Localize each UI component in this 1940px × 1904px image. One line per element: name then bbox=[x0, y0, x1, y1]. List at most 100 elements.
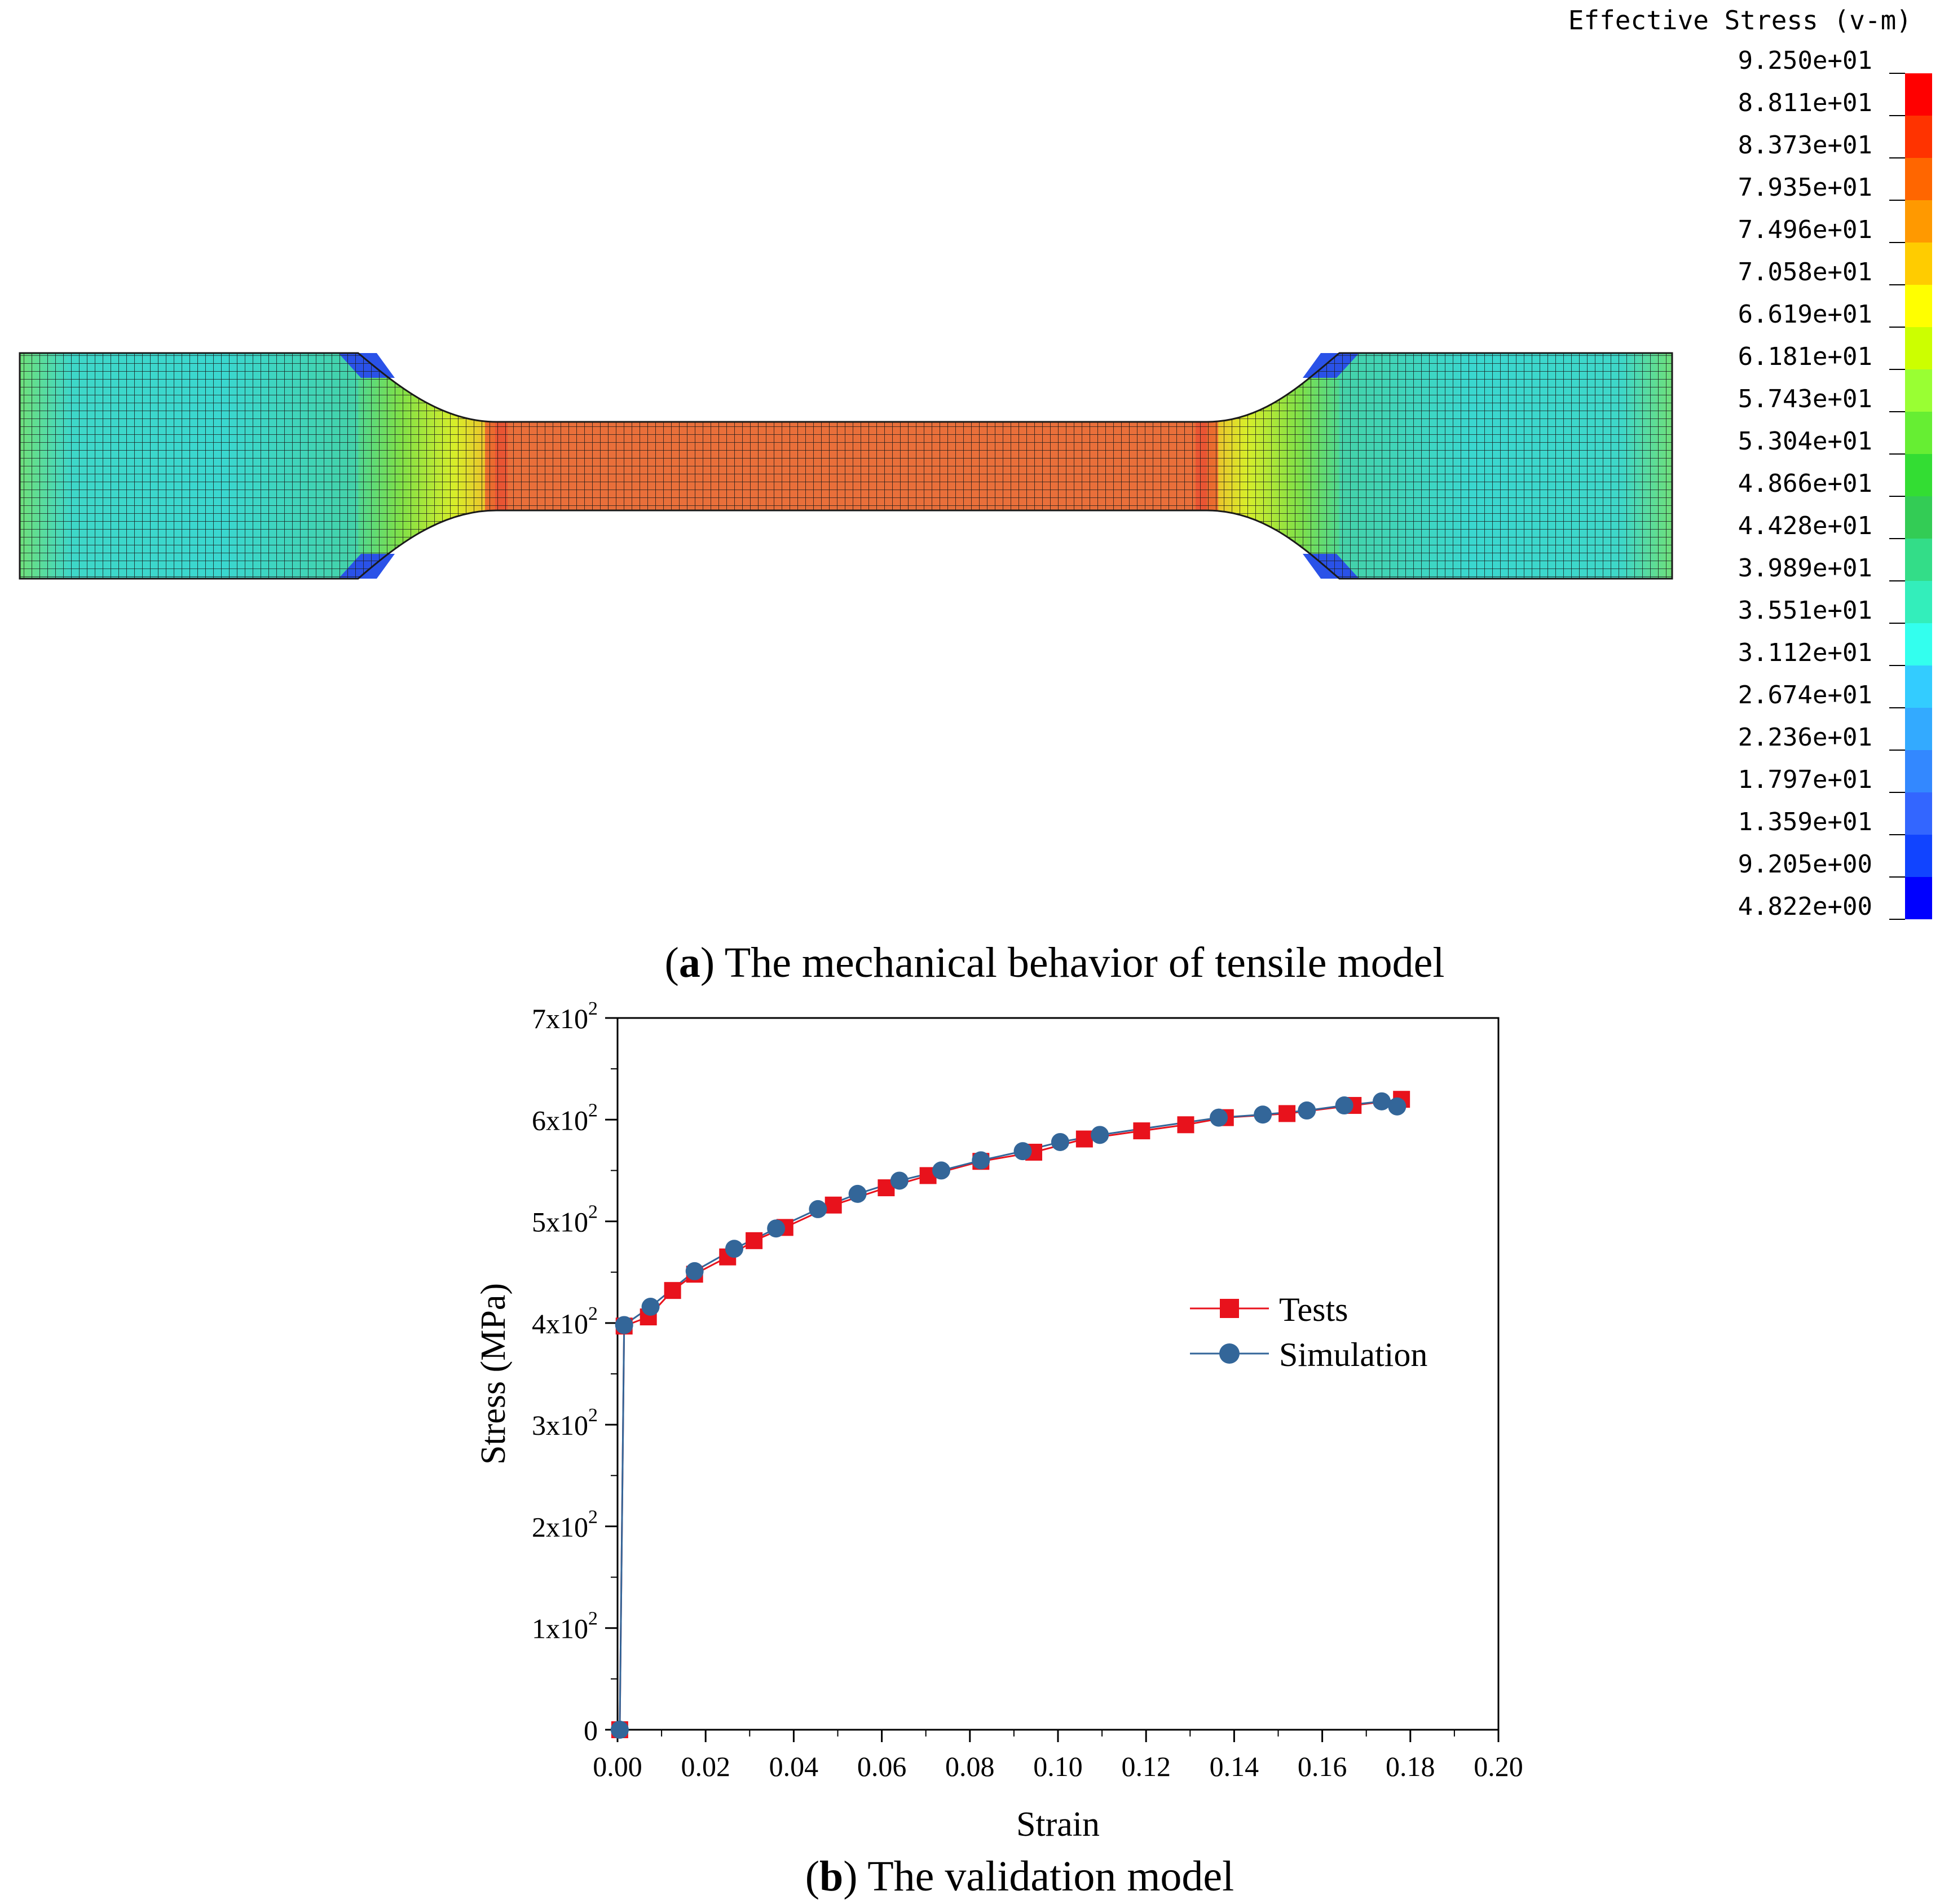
x-tick-label: 0.10 bbox=[1033, 1751, 1083, 1782]
simulation-point bbox=[767, 1219, 786, 1238]
legend-value-label: 4.866e+01 bbox=[1738, 469, 1872, 498]
y-tick-label: 1x102 bbox=[532, 1608, 598, 1645]
legend-value-label: 6.181e+01 bbox=[1738, 342, 1872, 371]
x-tick-label: 0.02 bbox=[681, 1751, 730, 1782]
x-tick-label: 0.14 bbox=[1210, 1751, 1259, 1782]
legend-swatch bbox=[1905, 496, 1932, 539]
legend-swatch bbox=[1905, 623, 1932, 665]
chart-legend: Tests Simulation bbox=[1190, 1291, 1427, 1373]
y-tick-label: 2x102 bbox=[532, 1506, 598, 1542]
series-lines bbox=[619, 1098, 1402, 1730]
x-tick-label: 0.00 bbox=[593, 1751, 642, 1782]
simulation-point bbox=[932, 1161, 951, 1180]
legend-value-label: 1.359e+01 bbox=[1738, 808, 1872, 836]
simulation-point bbox=[1335, 1096, 1353, 1115]
y-axis-label: Stress (MPa) bbox=[474, 1283, 513, 1465]
simulation-point bbox=[972, 1151, 990, 1170]
legend-simulation-label: Simulation bbox=[1279, 1336, 1427, 1373]
x-tick-label: 0.20 bbox=[1474, 1751, 1523, 1782]
series-markers bbox=[610, 1091, 1410, 1739]
legend-swatch bbox=[1905, 412, 1932, 454]
legend-swatch bbox=[1905, 285, 1932, 327]
legend-swatch bbox=[1905, 200, 1932, 243]
legend-value-label: 7.058e+01 bbox=[1738, 258, 1872, 287]
legend-swatch bbox=[1905, 877, 1932, 919]
legend-swatch bbox=[1905, 158, 1932, 200]
simulation-point bbox=[1091, 1126, 1109, 1144]
simulation-point bbox=[1210, 1108, 1228, 1127]
tests-point bbox=[746, 1232, 763, 1249]
legend-value-label: 4.822e+00 bbox=[1738, 892, 1872, 921]
caption-b-text: ) The validation model bbox=[843, 1853, 1234, 1900]
legend-value-label: 3.989e+01 bbox=[1738, 554, 1872, 583]
x-axis: 0.00 0.02 0.04 0.06 0.08 0.10 0.12 0.14 0.16 0.18… bbox=[593, 1730, 1523, 1782]
tests-point bbox=[1177, 1116, 1194, 1134]
simulation-point bbox=[1254, 1105, 1272, 1124]
series-line-tests bbox=[619, 1098, 1402, 1730]
y-tick-label: 0 bbox=[584, 1715, 598, 1746]
legend-value-label: 3.551e+01 bbox=[1738, 596, 1872, 625]
x-tick-label: 0.04 bbox=[769, 1751, 819, 1782]
simulation-point bbox=[1298, 1101, 1316, 1120]
legend-value-label: 2.674e+01 bbox=[1738, 681, 1872, 709]
legend-swatch bbox=[1905, 327, 1932, 369]
simulation-point bbox=[685, 1262, 704, 1280]
tensile-specimen-contour bbox=[19, 352, 1673, 580]
x-tick-label: 0.18 bbox=[1386, 1751, 1435, 1782]
tests-point bbox=[1133, 1122, 1150, 1140]
caption-b-letter: b bbox=[819, 1853, 843, 1900]
caption-b: (b) The validation model bbox=[805, 1853, 1234, 1900]
y-tick-label: 3x102 bbox=[532, 1405, 598, 1441]
caption-a: (a) The mechanical behavior of tensile m… bbox=[665, 939, 1445, 986]
legend-swatch bbox=[1905, 454, 1932, 496]
legend-value-label: 7.496e+01 bbox=[1738, 215, 1872, 244]
legend-value-label: 5.304e+01 bbox=[1738, 427, 1872, 456]
legend-swatch bbox=[1905, 835, 1932, 877]
legend-simulation-marker bbox=[1219, 1343, 1240, 1364]
legend-swatch bbox=[1905, 243, 1932, 285]
legend-tests-marker bbox=[1220, 1299, 1239, 1318]
y-tick-label: 5x102 bbox=[532, 1202, 598, 1238]
caption-a-text: ) The mechanical behavior of tensile mod… bbox=[700, 939, 1445, 986]
legend-value-label: 9.205e+00 bbox=[1738, 850, 1872, 879]
legend-swatch bbox=[1905, 708, 1932, 750]
stress-color-legend: Effective Stress (v-m) 9.250e+01 8.811e+0… bbox=[1568, 5, 1932, 921]
simulation-point bbox=[1388, 1097, 1406, 1116]
tests-point bbox=[1278, 1105, 1296, 1122]
y-axis: 0 1x102 2x102 3x102 4x102 5x102 6x102 7x102 bbox=[532, 998, 618, 1746]
simulation-point bbox=[1013, 1142, 1032, 1161]
legend-value-label: 5.743e+01 bbox=[1738, 385, 1872, 413]
x-tick-label: 0.12 bbox=[1121, 1751, 1171, 1782]
plot-frame bbox=[616, 1017, 1500, 1731]
y-tick-label: 4x102 bbox=[532, 1303, 598, 1339]
legend-swatch bbox=[1905, 369, 1932, 412]
legend-swatch bbox=[1905, 73, 1932, 116]
legend-swatch bbox=[1905, 750, 1932, 792]
legend-value-label: 8.811e+01 bbox=[1738, 89, 1872, 117]
legend-value-label: 2.236e+01 bbox=[1738, 723, 1872, 752]
legend-value-label: 6.619e+01 bbox=[1738, 300, 1872, 329]
tests-point bbox=[1075, 1130, 1093, 1148]
tests-point bbox=[664, 1282, 681, 1299]
x-axis-label: Strain bbox=[1016, 1805, 1100, 1844]
simulation-point bbox=[615, 1316, 633, 1334]
simulation-point bbox=[610, 1721, 629, 1739]
tests-point bbox=[824, 1196, 842, 1214]
x-tick-label: 0.16 bbox=[1298, 1751, 1347, 1782]
simulation-point bbox=[809, 1200, 827, 1218]
y-tick-label: 7x102 bbox=[532, 998, 598, 1034]
legend-value-label: 7.935e+01 bbox=[1738, 173, 1872, 202]
simulation-point bbox=[1373, 1092, 1391, 1110]
legend-tests-label: Tests bbox=[1279, 1291, 1348, 1328]
legend-swatch bbox=[1905, 539, 1932, 581]
legend-swatch bbox=[1905, 581, 1932, 623]
legend-swatch bbox=[1905, 665, 1932, 708]
legend-value-label: 4.428e+01 bbox=[1738, 512, 1872, 540]
simulation-point bbox=[1051, 1132, 1069, 1151]
legend-value-label: 3.112e+01 bbox=[1738, 638, 1872, 667]
legend-title: Effective Stress (v-m) bbox=[1568, 5, 1912, 36]
simulation-point bbox=[641, 1298, 660, 1316]
legend-value-label: 1.797e+01 bbox=[1738, 765, 1872, 794]
series-line-simulation bbox=[619, 1100, 1397, 1730]
stress-strain-chart: 0.00 0.02 0.04 0.06 0.08 0.10 0.12 0.14 0.16 0.18… bbox=[474, 998, 1523, 1844]
